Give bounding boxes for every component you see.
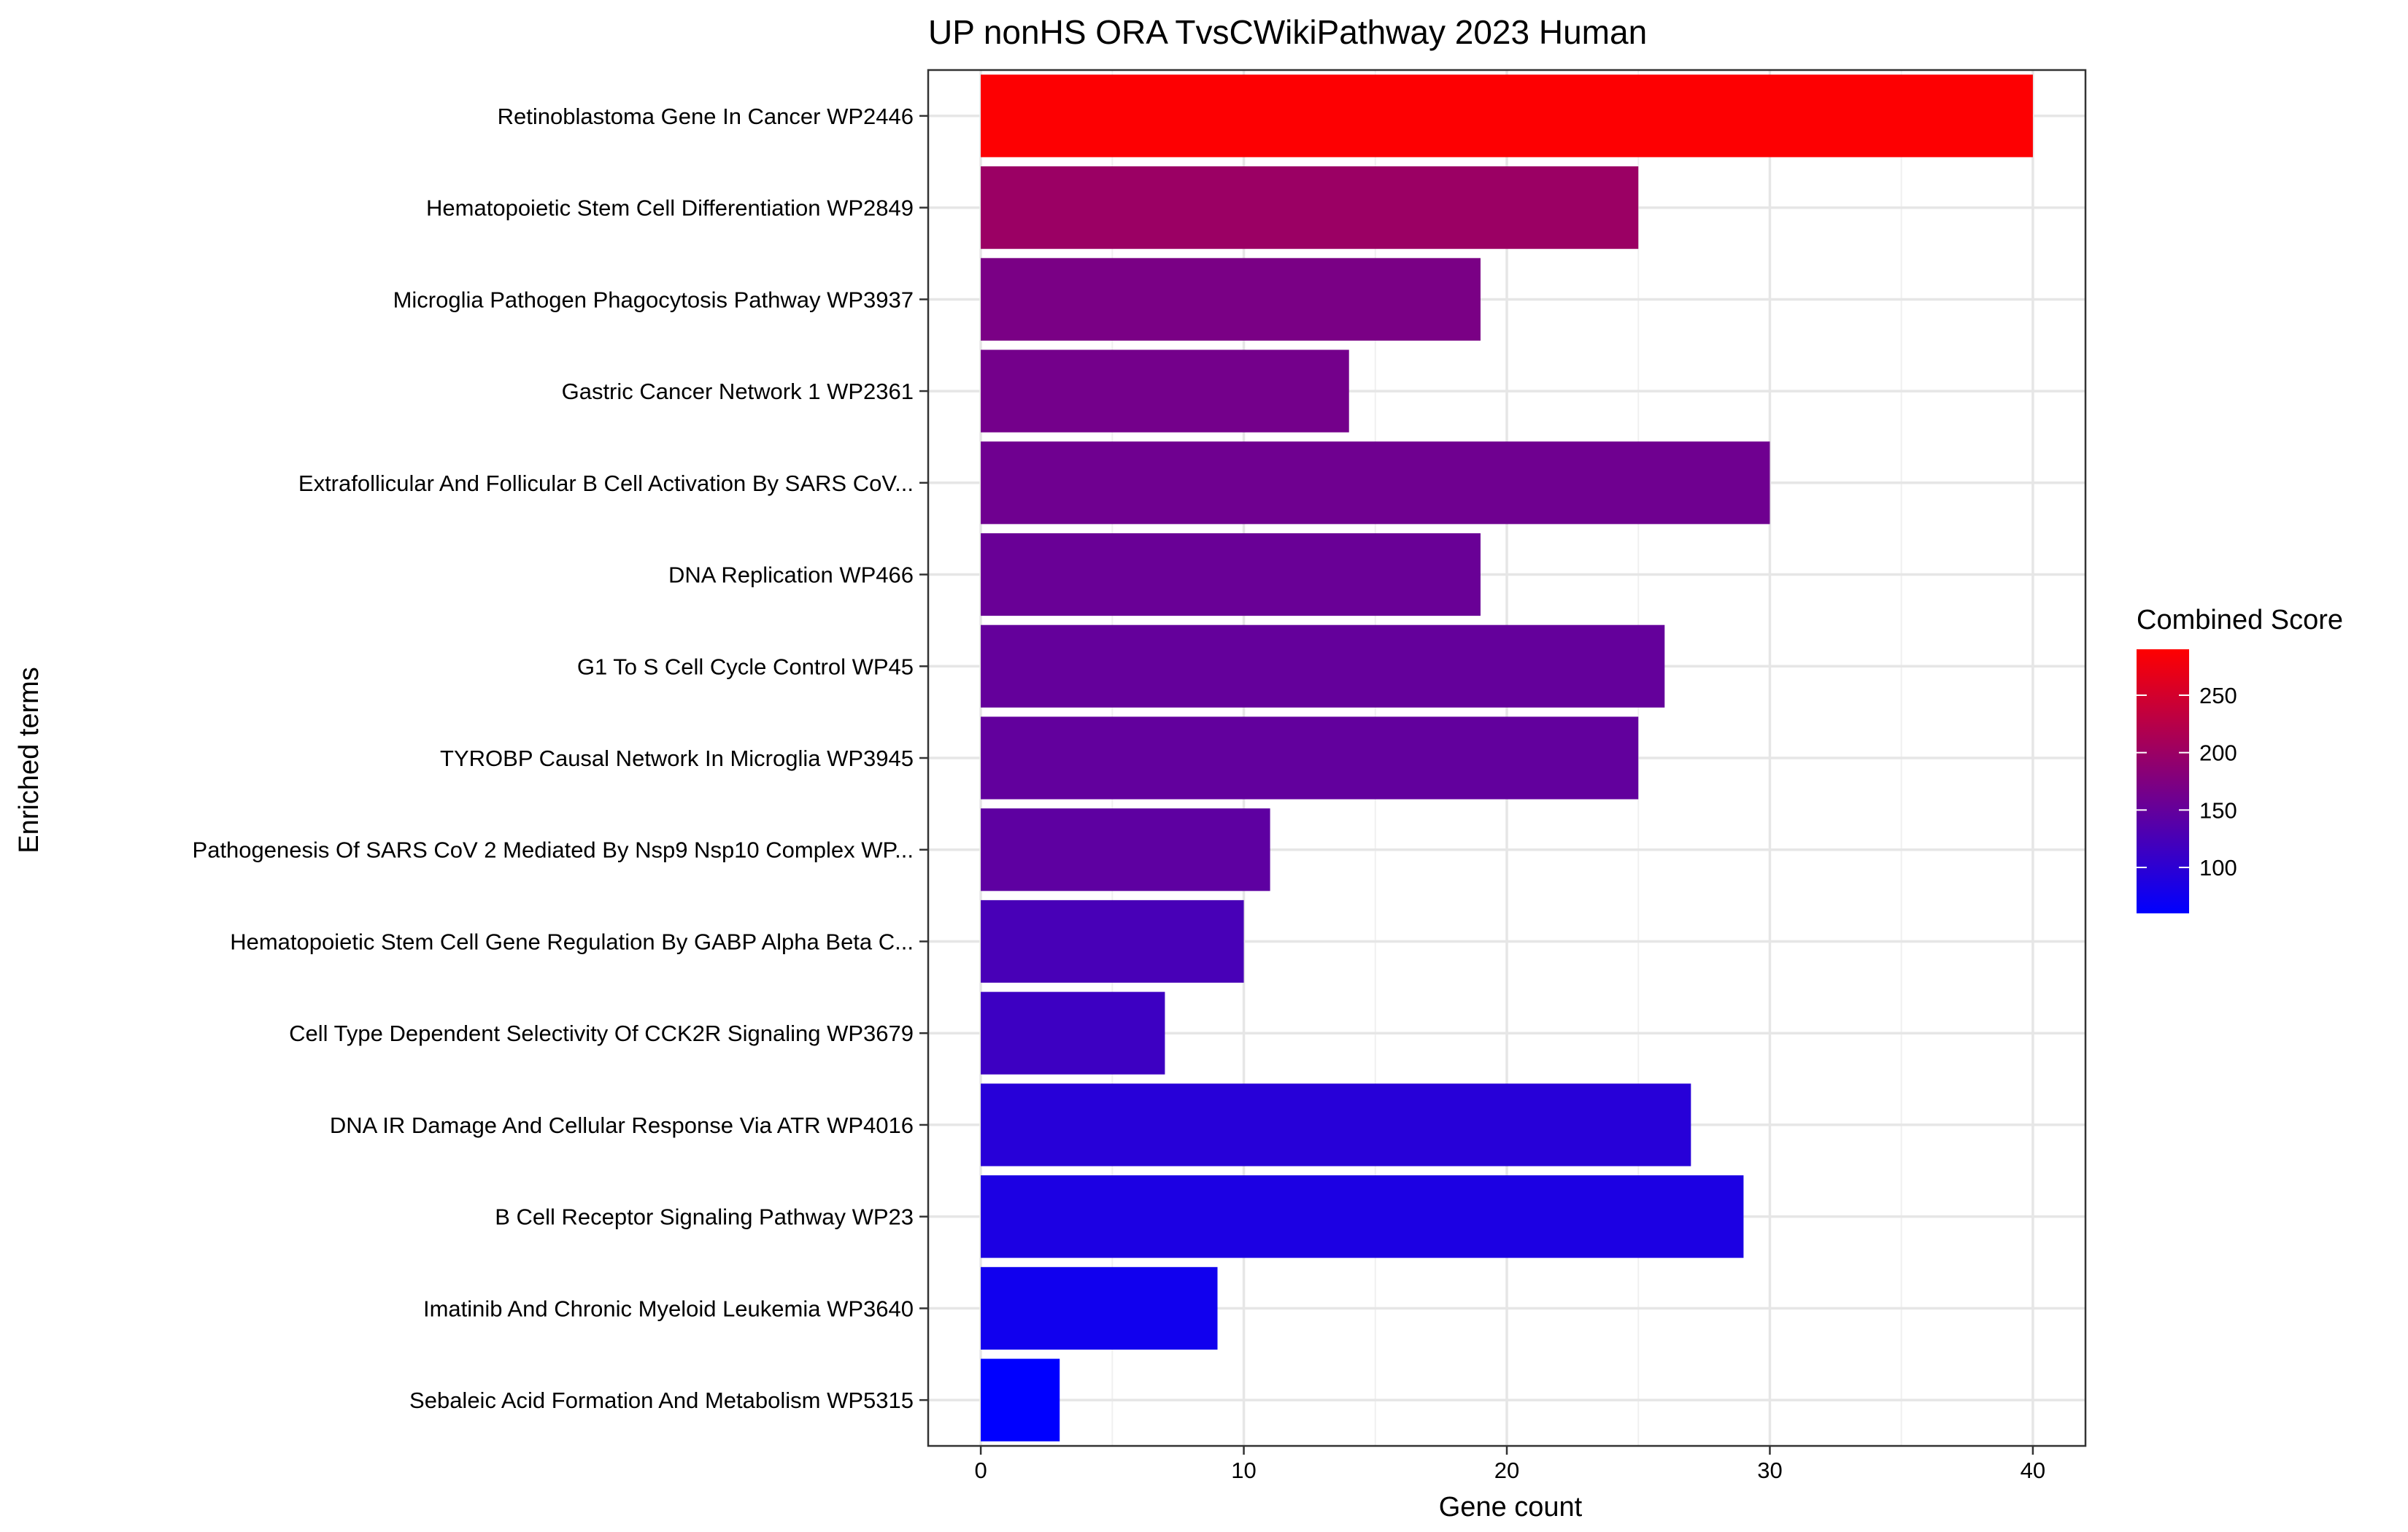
bar bbox=[981, 1266, 1218, 1350]
y-tick-label: G1 To S Cell Cycle Control WP45 bbox=[577, 654, 914, 679]
y-tick-label: Gastric Cancer Network 1 WP2361 bbox=[562, 379, 914, 404]
bar bbox=[981, 166, 1639, 249]
bar bbox=[981, 991, 1165, 1075]
bar bbox=[981, 1175, 1744, 1258]
x-tick-label: 30 bbox=[1757, 1458, 1782, 1483]
y-axis-title: Enriched terms bbox=[14, 667, 45, 854]
legend-tick-label: 200 bbox=[2199, 740, 2237, 766]
y-tick-label: Imatinib And Chronic Myeloid Leukemia WP… bbox=[423, 1296, 914, 1321]
bar bbox=[981, 349, 1349, 433]
bar bbox=[981, 533, 1481, 616]
y-tick-label: B Cell Receptor Signaling Pathway WP23 bbox=[495, 1204, 914, 1230]
y-tick-label: Pathogenesis Of SARS CoV 2 Mediated By N… bbox=[193, 837, 914, 863]
bar bbox=[981, 716, 1639, 800]
legend-tick-label: 100 bbox=[2199, 855, 2237, 881]
legend-colorbar bbox=[2137, 649, 2189, 913]
bar bbox=[981, 74, 2033, 158]
x-tick-label: 0 bbox=[974, 1458, 987, 1483]
axes: Retinoblastoma Gene In Cancer WP2446 Hema… bbox=[193, 104, 2046, 1483]
legend-title: Combined Score bbox=[2137, 605, 2343, 635]
y-tick-label: Extrafollicular And Follicular B Cell Ac… bbox=[298, 471, 914, 496]
legend-tick-label: 250 bbox=[2199, 683, 2237, 708]
bar bbox=[981, 624, 1665, 708]
x-tick-label: 10 bbox=[1231, 1458, 1256, 1483]
x-axis-title: Gene count bbox=[1439, 1492, 1583, 1523]
y-tick-label: Hematopoietic Stem Cell Differentiation … bbox=[426, 196, 914, 221]
bar bbox=[981, 258, 1481, 341]
legend: Combined Score 250 200 150 100 bbox=[2137, 605, 2343, 913]
y-tick-label: Hematopoietic Stem Cell Gene Regulation … bbox=[230, 929, 914, 954]
bar bbox=[981, 1083, 1691, 1167]
y-tick-label: DNA IR Damage And Cellular Response Via … bbox=[330, 1113, 914, 1138]
x-tick-label: 40 bbox=[2021, 1458, 2045, 1483]
y-tick-label: Retinoblastoma Gene In Cancer WP2446 bbox=[498, 104, 914, 129]
bar bbox=[981, 900, 1244, 983]
y-tick-label: DNA Replication WP466 bbox=[668, 562, 914, 588]
legend-tick-label: 150 bbox=[2199, 797, 2237, 823]
x-tick-label: 20 bbox=[1494, 1458, 1519, 1483]
chart-title: UP nonHS ORA TvsCWikiPathway 2023 Human bbox=[928, 13, 1647, 51]
y-tick-label: TYROBP Causal Network In Microglia WP394… bbox=[440, 746, 914, 771]
bars bbox=[981, 74, 2033, 1442]
bar bbox=[981, 1358, 1060, 1442]
bar bbox=[981, 441, 1770, 525]
y-tick-label: Microglia Pathogen Phagocytosis Pathway … bbox=[393, 287, 914, 312]
y-tick-label: Sebaleic Acid Formation And Metabolism W… bbox=[409, 1388, 914, 1413]
bar bbox=[981, 808, 1270, 891]
y-tick-label: Cell Type Dependent Selectivity Of CCK2R… bbox=[289, 1021, 914, 1046]
